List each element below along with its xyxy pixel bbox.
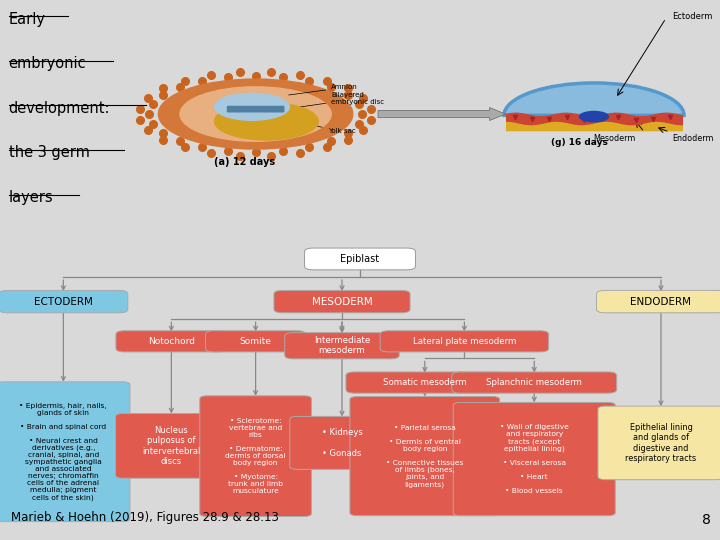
Text: • Epidermis, hair, nails,
glands of skin

• Brain and spinal cord

• Neural cres: • Epidermis, hair, nails, glands of skin… <box>19 403 107 501</box>
FancyBboxPatch shape <box>274 291 410 313</box>
Text: ENDODERM: ENDODERM <box>631 296 691 307</box>
Text: MESODERM: MESODERM <box>312 296 372 307</box>
Text: Amnion: Amnion <box>289 84 358 95</box>
Text: Early: Early <box>9 12 45 26</box>
Circle shape <box>158 79 353 149</box>
FancyBboxPatch shape <box>227 106 284 112</box>
Wedge shape <box>504 83 684 116</box>
Text: Lateral plate mesoderm: Lateral plate mesoderm <box>413 337 516 346</box>
Text: Yolk sac: Yolk sac <box>298 122 356 134</box>
FancyBboxPatch shape <box>116 331 227 352</box>
FancyBboxPatch shape <box>0 291 128 313</box>
FancyBboxPatch shape <box>285 333 399 359</box>
Text: Marieb & Hoehn (2019), Figures 28.9 & 28.13: Marieb & Hoehn (2019), Figures 28.9 & 28… <box>11 511 279 524</box>
FancyBboxPatch shape <box>350 396 500 516</box>
Text: ECTODERM: ECTODERM <box>34 296 93 307</box>
Text: the 3 germ: the 3 germ <box>9 145 89 160</box>
Text: Intermediate
mesoderm: Intermediate mesoderm <box>314 336 370 355</box>
FancyBboxPatch shape <box>305 248 415 270</box>
Text: development:: development: <box>9 101 110 116</box>
Circle shape <box>215 103 318 140</box>
FancyBboxPatch shape <box>380 331 549 352</box>
FancyArrow shape <box>378 107 505 120</box>
Circle shape <box>215 93 289 120</box>
FancyBboxPatch shape <box>452 372 616 393</box>
Text: Epithelial lining
and glands of
digestive and
respiratory tracts: Epithelial lining and glands of digestiv… <box>626 423 696 463</box>
Text: Epiblast: Epiblast <box>341 254 379 264</box>
FancyBboxPatch shape <box>596 291 720 313</box>
FancyBboxPatch shape <box>206 331 305 352</box>
Text: Notochord: Notochord <box>148 337 195 346</box>
Circle shape <box>580 111 608 122</box>
Text: (g) 16 days: (g) 16 days <box>551 138 608 147</box>
FancyBboxPatch shape <box>346 372 504 393</box>
Text: • Sclerotome:
vertebrae and
ribs

• Dermatome:
dermis of dorsal
body region

• M: • Sclerotome: vertebrae and ribs • Derma… <box>225 418 286 494</box>
Text: embryonic: embryonic <box>9 56 86 71</box>
FancyBboxPatch shape <box>598 406 720 480</box>
Text: Ectoderm: Ectoderm <box>672 12 712 21</box>
Text: Somite: Somite <box>240 337 271 346</box>
Text: Splanchnic mesoderm: Splanchnic mesoderm <box>486 378 582 387</box>
Text: • Wall of digestive
and respiratory
tracts (except
epithelial lining)

• Viscera: • Wall of digestive and respiratory trac… <box>500 424 569 494</box>
Text: 8: 8 <box>703 513 711 526</box>
Text: Mesoderm: Mesoderm <box>593 134 635 143</box>
FancyBboxPatch shape <box>454 402 615 516</box>
Text: Endoderm: Endoderm <box>672 134 714 143</box>
Text: Nucleus
pulposus of
intervertebral
discs: Nucleus pulposus of intervertebral discs <box>142 426 201 466</box>
FancyBboxPatch shape <box>289 416 395 469</box>
Text: (a) 12 days: (a) 12 days <box>215 157 275 167</box>
FancyBboxPatch shape <box>0 382 130 522</box>
Text: Somatic mesoderm: Somatic mesoderm <box>383 378 467 387</box>
FancyBboxPatch shape <box>199 396 312 516</box>
Text: Bilayered
embryonic disc: Bilayered embryonic disc <box>286 92 384 109</box>
Text: • Kidneys

• Gonads: • Kidneys • Gonads <box>322 428 362 458</box>
FancyBboxPatch shape <box>115 414 228 478</box>
Circle shape <box>180 87 331 141</box>
Text: layers: layers <box>9 190 53 205</box>
Text: • Parietal serosa

• Dermis of ventral
body region

• Connective tissues
of limb: • Parietal serosa • Dermis of ventral bo… <box>386 424 464 488</box>
